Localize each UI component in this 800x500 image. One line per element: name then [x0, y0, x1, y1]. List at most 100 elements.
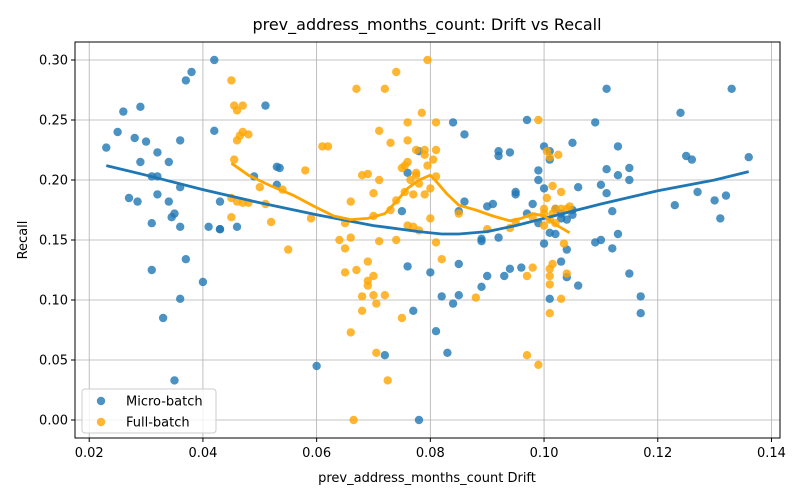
point [153, 190, 162, 199]
point [443, 348, 452, 357]
point [403, 118, 412, 127]
point [175, 294, 185, 303]
point [477, 282, 486, 291]
point [340, 268, 350, 277]
point [403, 157, 412, 167]
point [522, 271, 532, 281]
point [392, 67, 401, 77]
point [175, 136, 185, 145]
y-tick-label: 0.00 [39, 414, 68, 429]
legend: Micro-batch Full-batch [81, 388, 217, 434]
point [275, 163, 284, 173]
point [437, 255, 446, 264]
series-0-points [102, 55, 753, 425]
point [357, 306, 367, 315]
point [545, 280, 554, 289]
point [113, 127, 122, 137]
point [406, 175, 415, 185]
point [534, 115, 543, 125]
point [573, 183, 583, 192]
point [346, 197, 355, 206]
point [482, 271, 492, 281]
point [448, 118, 458, 127]
y-tick-label: 0.10 [39, 294, 68, 309]
point [562, 269, 571, 278]
point [153, 148, 162, 157]
point [411, 145, 421, 155]
point [423, 161, 432, 170]
point [210, 55, 219, 65]
point [542, 193, 552, 203]
point [374, 237, 384, 246]
point [505, 264, 515, 273]
point [494, 151, 503, 161]
point [554, 150, 563, 159]
point [505, 148, 515, 157]
point [420, 190, 429, 199]
point [261, 101, 270, 110]
point [383, 376, 392, 385]
x-tick-label: 0.02 [75, 446, 104, 461]
point [471, 293, 481, 302]
point [215, 225, 225, 234]
point [392, 235, 401, 245]
point [431, 327, 441, 336]
y-tick-label: 0.15 [39, 234, 68, 249]
point [147, 265, 156, 275]
point [187, 67, 196, 77]
point [369, 291, 378, 300]
point [545, 153, 554, 162]
point [346, 233, 355, 242]
point [403, 168, 412, 177]
point [693, 187, 702, 197]
point [556, 187, 566, 197]
point [352, 84, 361, 94]
point [409, 190, 418, 199]
point [232, 222, 242, 231]
point [372, 299, 381, 308]
point [613, 171, 623, 180]
point [414, 415, 424, 425]
point [562, 215, 571, 224]
point [522, 115, 532, 125]
point [448, 299, 458, 308]
point [181, 76, 191, 85]
point [670, 201, 680, 210]
point [227, 213, 236, 222]
point [232, 106, 242, 115]
point [323, 142, 333, 151]
point [380, 84, 390, 94]
point [238, 101, 247, 110]
point [613, 229, 623, 239]
point [548, 259, 557, 269]
point [374, 175, 384, 185]
point [352, 265, 361, 275]
point [426, 214, 435, 223]
point [602, 165, 611, 174]
point [170, 376, 179, 385]
point [164, 157, 174, 167]
point [141, 137, 151, 146]
point [335, 235, 344, 245]
point [608, 244, 617, 253]
point [534, 166, 543, 175]
series-0-trend-line [105, 164, 750, 236]
point [431, 145, 441, 155]
x-tick-label: 0.12 [643, 446, 672, 461]
point [676, 108, 685, 118]
point [551, 229, 560, 239]
point [215, 197, 225, 206]
y-tick-label: 0.25 [39, 114, 68, 129]
legend-marker-0 [96, 396, 106, 406]
point [229, 155, 239, 164]
point [539, 221, 549, 230]
point [522, 351, 532, 360]
point [608, 207, 617, 216]
point [102, 143, 111, 152]
point [477, 237, 486, 246]
point [133, 197, 142, 206]
point [369, 189, 378, 198]
point [147, 219, 156, 228]
point [340, 244, 350, 253]
